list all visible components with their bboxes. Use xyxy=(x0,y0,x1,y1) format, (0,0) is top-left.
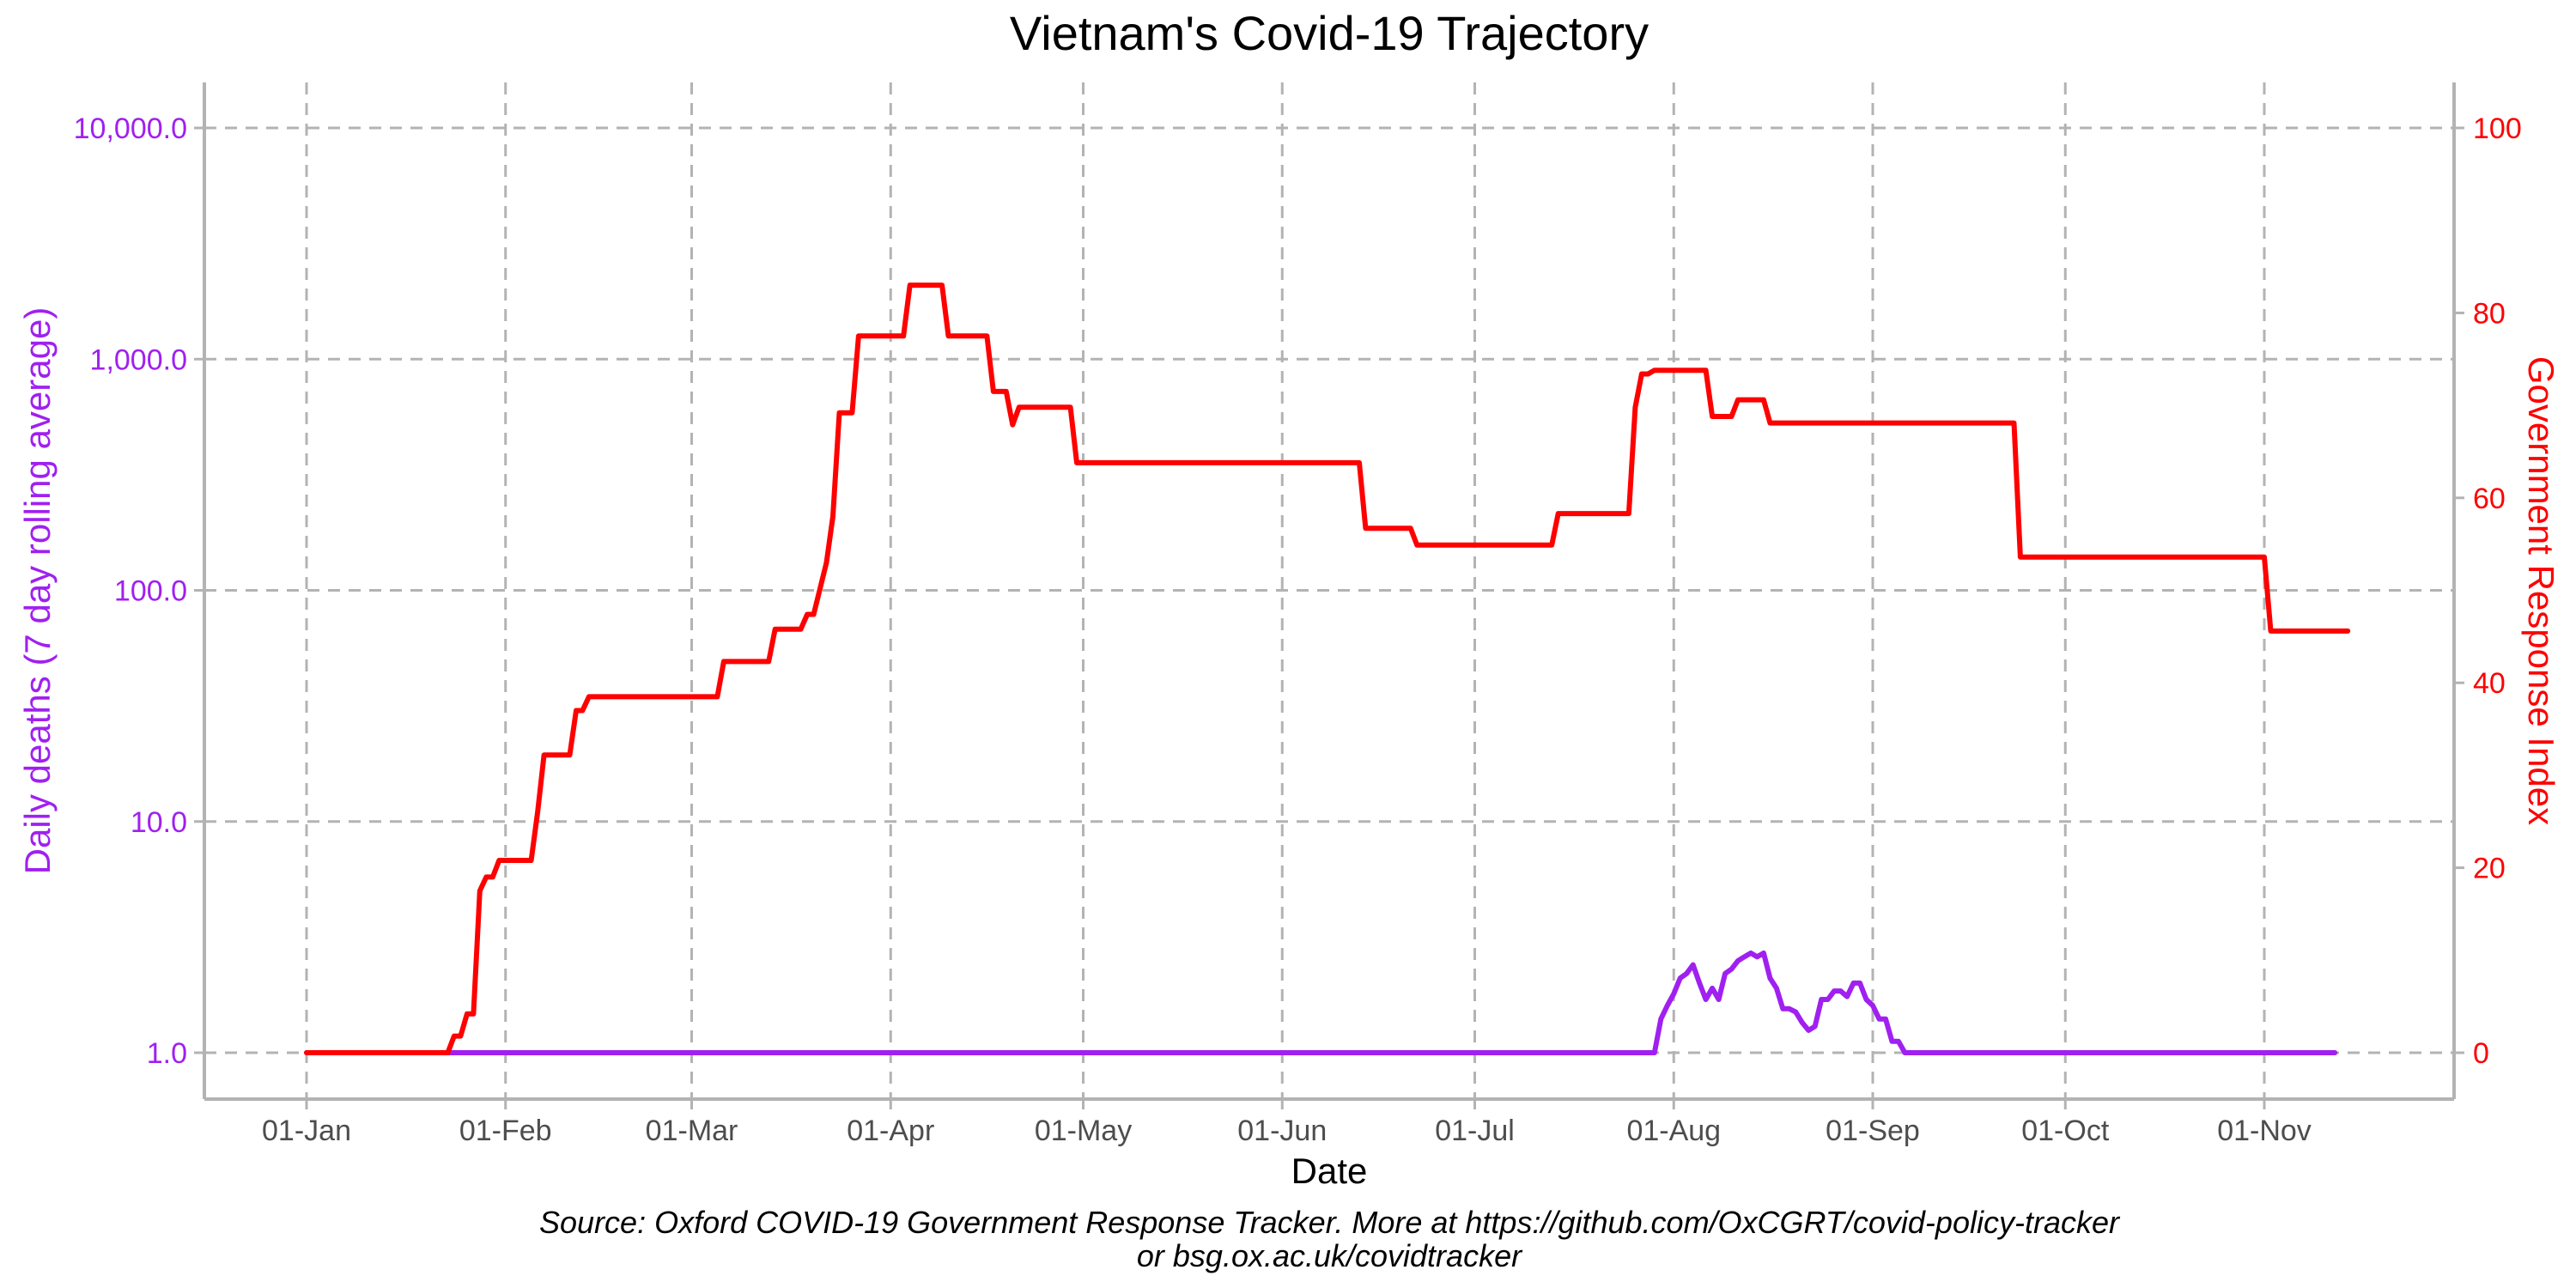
x-tick-label: 01-Feb xyxy=(459,1115,552,1147)
daily-deaths-line xyxy=(304,950,2338,1055)
x-tick-label: 01-Jul xyxy=(1435,1115,1515,1147)
left-tick-label: 10.0 xyxy=(131,806,187,839)
x-axis-title: Date xyxy=(1291,1151,1368,1191)
left-axis-title: Daily deaths (7 day rolling average) xyxy=(17,307,58,875)
right-tick-label: 40 xyxy=(2473,667,2506,700)
left-tick-label: 100.0 xyxy=(114,575,187,608)
chart-title: Vietnam's Covid-19 Trajectory xyxy=(1010,6,1649,60)
left-tick-label: 1,000.0 xyxy=(90,343,187,376)
x-tick-label: 01-Mar xyxy=(646,1115,738,1147)
right-tick-label: 80 xyxy=(2473,297,2506,330)
right-tick-label: 0 xyxy=(2473,1037,2489,1070)
source-caption-line-1: Source: Oxford COVID-19 Government Respo… xyxy=(539,1205,2121,1240)
right-tick-label: 60 xyxy=(2473,483,2506,515)
government-response-line xyxy=(304,283,2351,1055)
x-tick-label: 01-Jun xyxy=(1237,1115,1327,1147)
x-tick-label: 01-Apr xyxy=(847,1115,934,1147)
right-axis-title: Government Response Index xyxy=(2521,356,2561,825)
axis-layer: 01-Jan 01-Feb 01-Mar 01-Apr 01-May 01-Jun 01-J… xyxy=(74,82,2522,1147)
x-tick-label: 01-Aug xyxy=(1626,1115,1721,1147)
right-tick-label: 20 xyxy=(2473,853,2506,885)
left-tick-label: 1.0 xyxy=(147,1037,187,1070)
x-tick-label: 01-Nov xyxy=(2217,1115,2312,1147)
grid-layer xyxy=(204,82,2454,1099)
source-caption-line-2: or bsg.ox.ac.uk/covidtracker xyxy=(1137,1238,1523,1273)
x-tick-label: 01-Oct xyxy=(2021,1115,2110,1147)
x-tick-label: 01-May xyxy=(1035,1115,1132,1147)
x-tick-label: 01-Jan xyxy=(262,1115,351,1147)
x-tick-label: 01-Sep xyxy=(1826,1115,1920,1147)
left-tick-label: 10,000.0 xyxy=(74,112,187,145)
series-layer xyxy=(304,283,2351,1055)
right-tick-label: 100 xyxy=(2473,112,2522,145)
